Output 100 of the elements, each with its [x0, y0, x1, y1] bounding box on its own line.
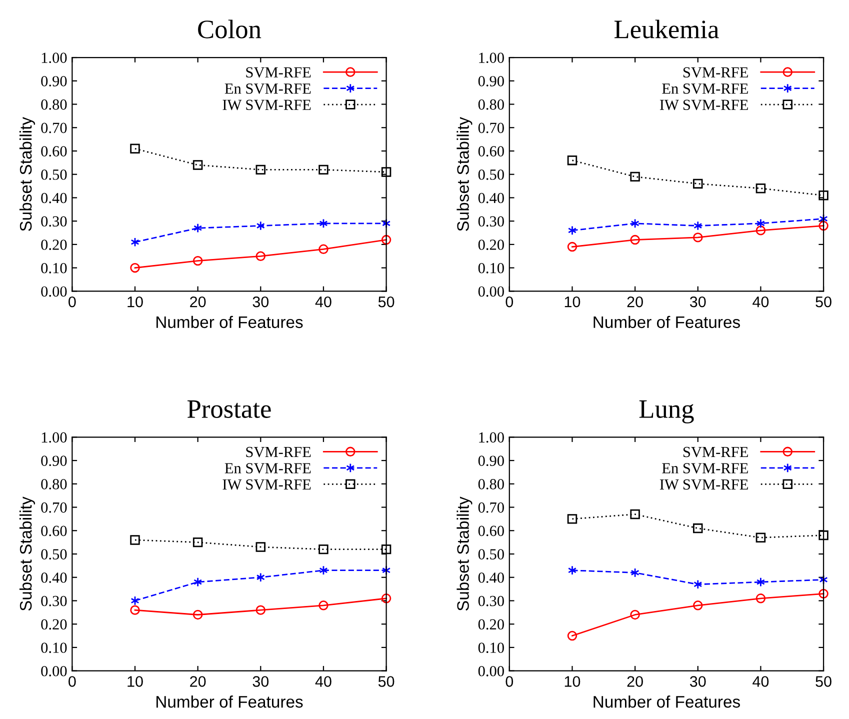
y-tick-label: 0.40 — [478, 572, 504, 583]
point — [819, 214, 828, 224]
point — [130, 144, 140, 154]
y-tick-label: 0.30 — [41, 216, 67, 227]
point — [194, 577, 202, 587]
point — [694, 580, 702, 590]
legend-label: IW SVM-RFE — [660, 100, 748, 110]
x-axis-title: Number of Features — [156, 695, 303, 708]
point — [568, 226, 577, 236]
y-tick-label: 0.20 — [478, 619, 504, 630]
point — [567, 630, 578, 641]
y-tick-label: 0.30 — [478, 596, 504, 606]
point — [256, 542, 266, 552]
y-tick-label: 0.70 — [478, 502, 504, 513]
y-tick-label: 0.20 — [41, 240, 67, 250]
x-tick-label: 50 — [378, 296, 394, 308]
x-tick-label: 50 — [816, 676, 832, 687]
point — [382, 565, 391, 576]
x-tick-label: 40 — [752, 296, 769, 308]
y-tick-label: 0.10 — [41, 642, 67, 653]
x-tick-label: 0 — [506, 676, 514, 687]
y-tick-label: 0.10 — [41, 262, 67, 274]
chart-title: Lung — [639, 400, 694, 424]
y-tick-label: 0.70 — [41, 502, 67, 513]
x-tick-label: 10 — [128, 676, 143, 687]
point — [381, 544, 392, 554]
x-tick-label: 10 — [564, 676, 580, 687]
chart-title: Prostate — [187, 400, 271, 418]
legend-label: IW SVM-RFE — [222, 100, 311, 110]
point — [130, 237, 140, 247]
y-tick-label: 0.00 — [478, 286, 504, 297]
x-tick-label: 0 — [68, 296, 76, 308]
legend-label: SVM-RFE — [246, 446, 311, 458]
x-axis-title: Number of Features — [156, 316, 303, 328]
y-tick-label: 0.80 — [41, 479, 67, 490]
y-tick-label: 0.40 — [41, 192, 67, 204]
point — [694, 220, 702, 231]
x-tick-label: 10 — [564, 296, 580, 308]
point — [256, 220, 265, 231]
y-tick-label: 0.70 — [478, 122, 504, 134]
y-tick-label: 0.60 — [478, 146, 504, 157]
x-tick-label: 20 — [627, 676, 643, 687]
x-tick-label: 20 — [627, 296, 643, 308]
point — [381, 234, 392, 245]
y-tick-label: 1.00 — [479, 52, 504, 64]
point — [818, 220, 828, 231]
legend-label: SVM-RFE — [246, 67, 311, 78]
x-tick-label: 40 — [752, 676, 769, 687]
y-tick-label: 0.90 — [41, 76, 67, 86]
point — [756, 594, 766, 604]
x-tick-label: 30 — [690, 296, 706, 308]
y-tick-label: 0.20 — [478, 240, 504, 250]
y-axis-title: Subset Stability — [19, 116, 36, 232]
y-tick-label: 0.40 — [41, 572, 67, 583]
x-tick-label: 20 — [190, 296, 206, 308]
x-tick-label: 10 — [128, 296, 143, 308]
point — [130, 596, 140, 606]
point — [256, 605, 266, 615]
x-tick-label: 30 — [252, 676, 269, 687]
point — [693, 178, 703, 189]
legend-label: En SVM-RFE — [662, 463, 748, 474]
point — [319, 565, 328, 576]
y-tick-label: 0.60 — [41, 146, 67, 157]
point — [819, 574, 828, 585]
point — [630, 234, 640, 245]
y-tick-label: 0.30 — [41, 596, 67, 606]
y-tick-label: 0.10 — [478, 262, 504, 274]
y-tick-label: 1.00 — [42, 432, 67, 443]
y-tick-label: 0.20 — [41, 619, 67, 630]
x-tick-label: 40 — [315, 676, 332, 687]
y-tick-label: 0.00 — [41, 286, 67, 297]
point — [381, 167, 392, 177]
x-tick-label: 0 — [68, 676, 76, 687]
point — [756, 184, 766, 194]
y-tick-label: 0.00 — [478, 666, 504, 676]
y-tick-label: 0.60 — [478, 526, 504, 536]
point — [818, 190, 828, 200]
point — [818, 588, 828, 599]
legend-label: IW SVM-RFE — [660, 479, 748, 490]
point — [192, 537, 203, 548]
x-tick-label: 0 — [506, 296, 514, 308]
point — [256, 572, 265, 582]
point — [630, 568, 640, 578]
point — [630, 172, 640, 182]
y-tick-label: 0.60 — [41, 526, 67, 536]
y-tick-label: 0.50 — [41, 549, 67, 560]
y-tick-label: 0.40 — [478, 192, 504, 204]
point — [756, 577, 766, 587]
x-axis-title: Number of Features — [594, 695, 740, 708]
legend-label: En SVM-RFE — [224, 463, 311, 474]
point — [319, 218, 328, 228]
point — [130, 535, 140, 545]
point — [381, 594, 392, 604]
point — [567, 155, 578, 166]
point — [194, 223, 202, 233]
point — [318, 544, 328, 554]
y-tick-label: 0.10 — [478, 642, 504, 653]
y-tick-label: 0.50 — [41, 170, 67, 180]
y-axis-title: Subset Stability — [456, 496, 472, 611]
y-tick-label: 0.30 — [478, 216, 504, 227]
